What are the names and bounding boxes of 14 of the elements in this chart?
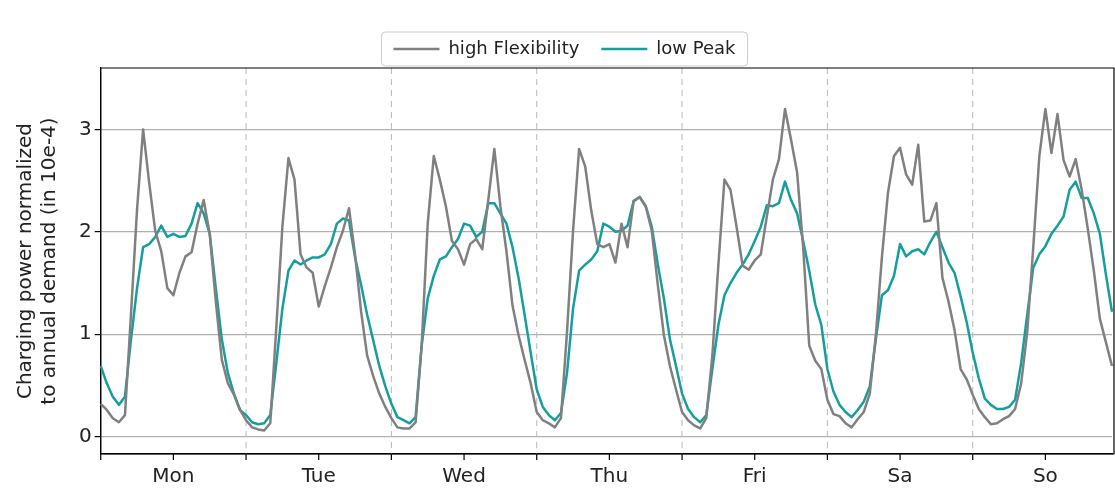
x-tick-label: Wed (442, 463, 486, 488)
x-tick-label: Tue (300, 463, 336, 488)
x-tick-label: Mon (152, 463, 195, 488)
x-tick-label: So (1032, 463, 1058, 488)
y-tick-label: 1 (78, 320, 92, 345)
x-tick-label: Fri (742, 463, 767, 488)
y-tick-label: 0 (78, 422, 92, 447)
legend-label: high Flexibility (448, 36, 580, 58)
legend-label: low Peak (656, 36, 737, 58)
y-axis-title: Charging power normalized to annual demand (in 10e-4) (12, 117, 61, 405)
y-tick-label: 3 (78, 115, 92, 140)
x-tick-label: Sa (887, 463, 913, 488)
x-tick-label: Thu (589, 463, 629, 488)
y-tick-label: 2 (78, 218, 92, 243)
